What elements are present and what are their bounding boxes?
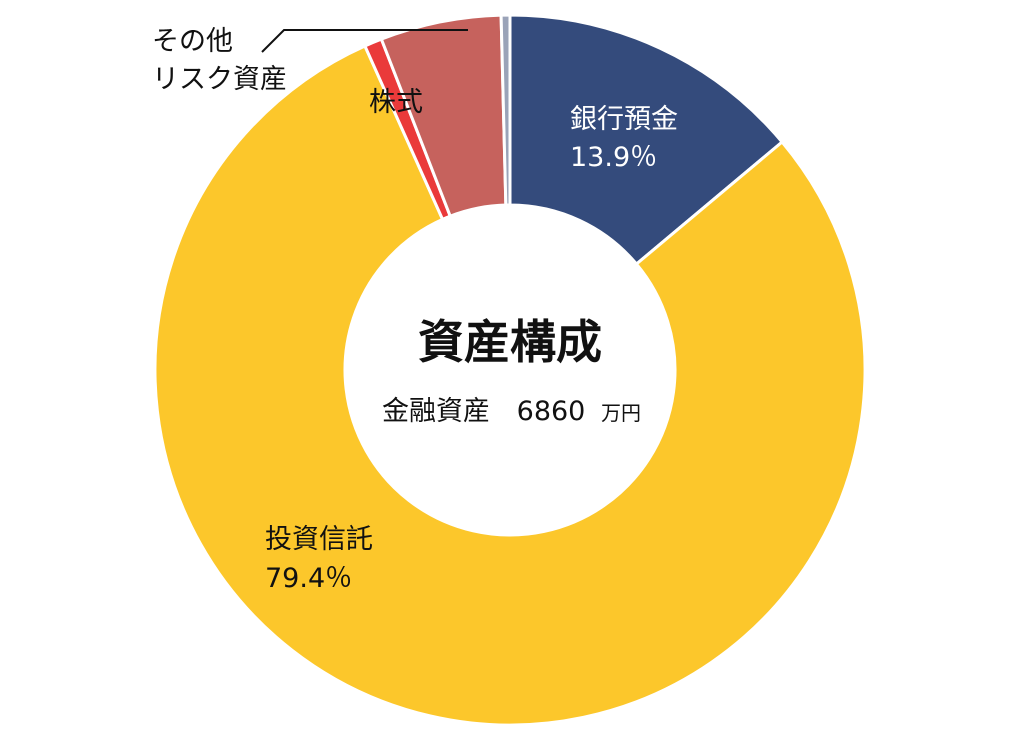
slice-investment-trust <box>153 44 867 727</box>
chart-title: 資産構成 <box>418 315 602 369</box>
stocks-label: 株式 <box>369 87 423 118</box>
investment-trust-value: 79.4％ <box>265 563 352 594</box>
center-total-value: 6860 <box>517 396 586 427</box>
slice-other <box>499 13 512 207</box>
investment-trust-label: 投資信託 <box>265 524 373 555</box>
bank-deposit-label: 銀行預金 <box>570 104 678 135</box>
donut-slices <box>153 13 867 727</box>
center-total-unit: 万円 <box>601 401 641 425</box>
other-risk-leader-line <box>261 29 468 53</box>
slice-bank-deposit <box>508 13 785 267</box>
bank-deposit-value: 13.9％ <box>570 142 657 173</box>
other-risk-label-line1: その他 <box>152 26 233 57</box>
other-risk-label-line2: リスク資産 <box>152 64 287 95</box>
center-subtitle: 金融資産 <box>382 396 490 427</box>
